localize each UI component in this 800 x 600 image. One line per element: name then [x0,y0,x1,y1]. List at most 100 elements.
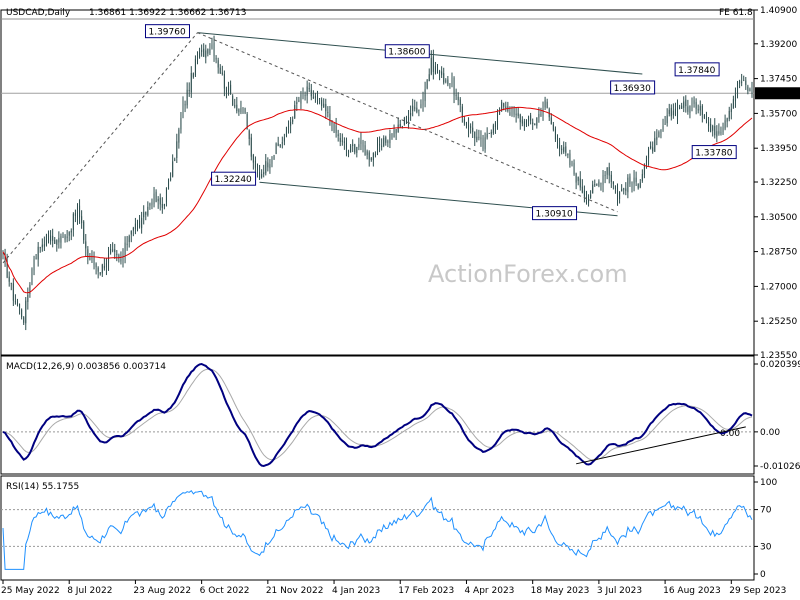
candle-body [134,223,136,230]
candle-body [457,96,459,101]
candle-body [627,177,629,193]
candle-body [217,60,219,68]
candle-body [633,177,635,184]
candle-body [207,49,209,54]
candle-body [523,121,525,127]
candle-body [176,141,178,158]
candle-body [12,283,14,301]
candle-body [573,162,575,174]
annotation-label: 1.38600 [388,48,425,58]
candle-body [153,193,155,205]
candle-body [650,146,652,148]
macd-tick-label: 0.00 [760,428,780,438]
candle-body [554,128,556,140]
x-tick-label: 4 Jan 2023 [332,586,380,596]
candle-body [16,302,18,306]
candle-body [209,49,211,54]
candle-body [298,100,300,102]
candle-body [39,247,41,249]
rsi-line [2,489,753,570]
price-tick-label: 1.28750 [760,248,797,258]
chart-symbol: USDCAD,Daily [6,8,71,18]
candle-body [211,44,213,49]
candle-body [374,154,376,156]
candle-body [370,158,372,160]
candle-body [358,144,360,148]
candle-body [225,87,227,93]
candle-body [492,125,494,134]
candle-body [426,80,428,89]
candle-body [608,167,610,176]
annotation-label: 1.39760 [148,28,185,38]
candle-body [76,207,78,218]
candle-body [136,222,138,225]
candle-body [699,106,701,111]
candle-body [654,138,656,152]
candle-body [97,267,99,272]
candle-body [277,143,279,146]
annotation-label: 1.30910 [536,210,573,220]
candle-body [697,109,699,111]
candle-body [339,137,341,142]
candlestick-series [2,35,753,331]
candle-body [79,205,81,218]
candle-body [645,157,647,166]
annotation-label: 1.37840 [678,66,715,76]
candle-body [414,107,416,109]
candle-body [130,230,132,235]
candle-body [228,86,230,91]
candle-body [422,99,424,106]
candle-body [72,213,74,231]
candle-body [538,113,540,118]
candle-body [418,109,420,111]
candle-body [639,182,641,188]
candle-body [544,100,546,108]
candle-body [290,121,292,126]
candle-body [726,118,728,122]
candle-body [172,161,174,177]
rsi-tick-label: 70 [760,506,772,516]
candle-body [588,196,590,203]
candle-body [439,70,441,74]
candle-body [147,206,149,216]
candle-body [356,146,358,153]
candle-body [432,56,434,72]
candle-body [275,143,277,155]
candle-body [579,178,581,188]
chart-ohlc: 1.36861 1.36922 1.36662 1.36713 [89,8,246,18]
macd-panel-frame [0,355,755,475]
candle-body [509,112,511,116]
candle-body [180,118,182,130]
candle-body [728,110,730,119]
candle-body [443,73,445,83]
candle-body [594,184,596,186]
candle-body [91,257,93,259]
candle-body [631,184,633,186]
candle-body [455,94,457,96]
candle-body [281,142,283,144]
candle-body [139,220,141,227]
candle-body [269,164,271,169]
candle-body [364,145,366,156]
candle-body [540,113,542,116]
candle-body [459,99,461,105]
moving-average-line [2,106,753,294]
candle-body [668,109,670,114]
macd-tick-label: -0.01026 [760,462,800,472]
price-tick-label: 1.32250 [760,178,797,188]
candle-body [33,259,35,271]
candle-body [612,181,614,185]
candle-body [637,183,639,189]
candle-body [250,137,252,157]
candle-body [484,137,486,150]
candle-body [453,77,455,96]
candle-body [81,216,83,224]
candle-body [494,122,496,128]
candle-body [606,167,608,175]
candle-body [557,138,559,147]
candle-body [561,148,563,151]
candle-body [739,80,741,84]
candle-body [213,42,215,57]
candle-body [695,102,697,109]
candle-body [186,89,188,106]
